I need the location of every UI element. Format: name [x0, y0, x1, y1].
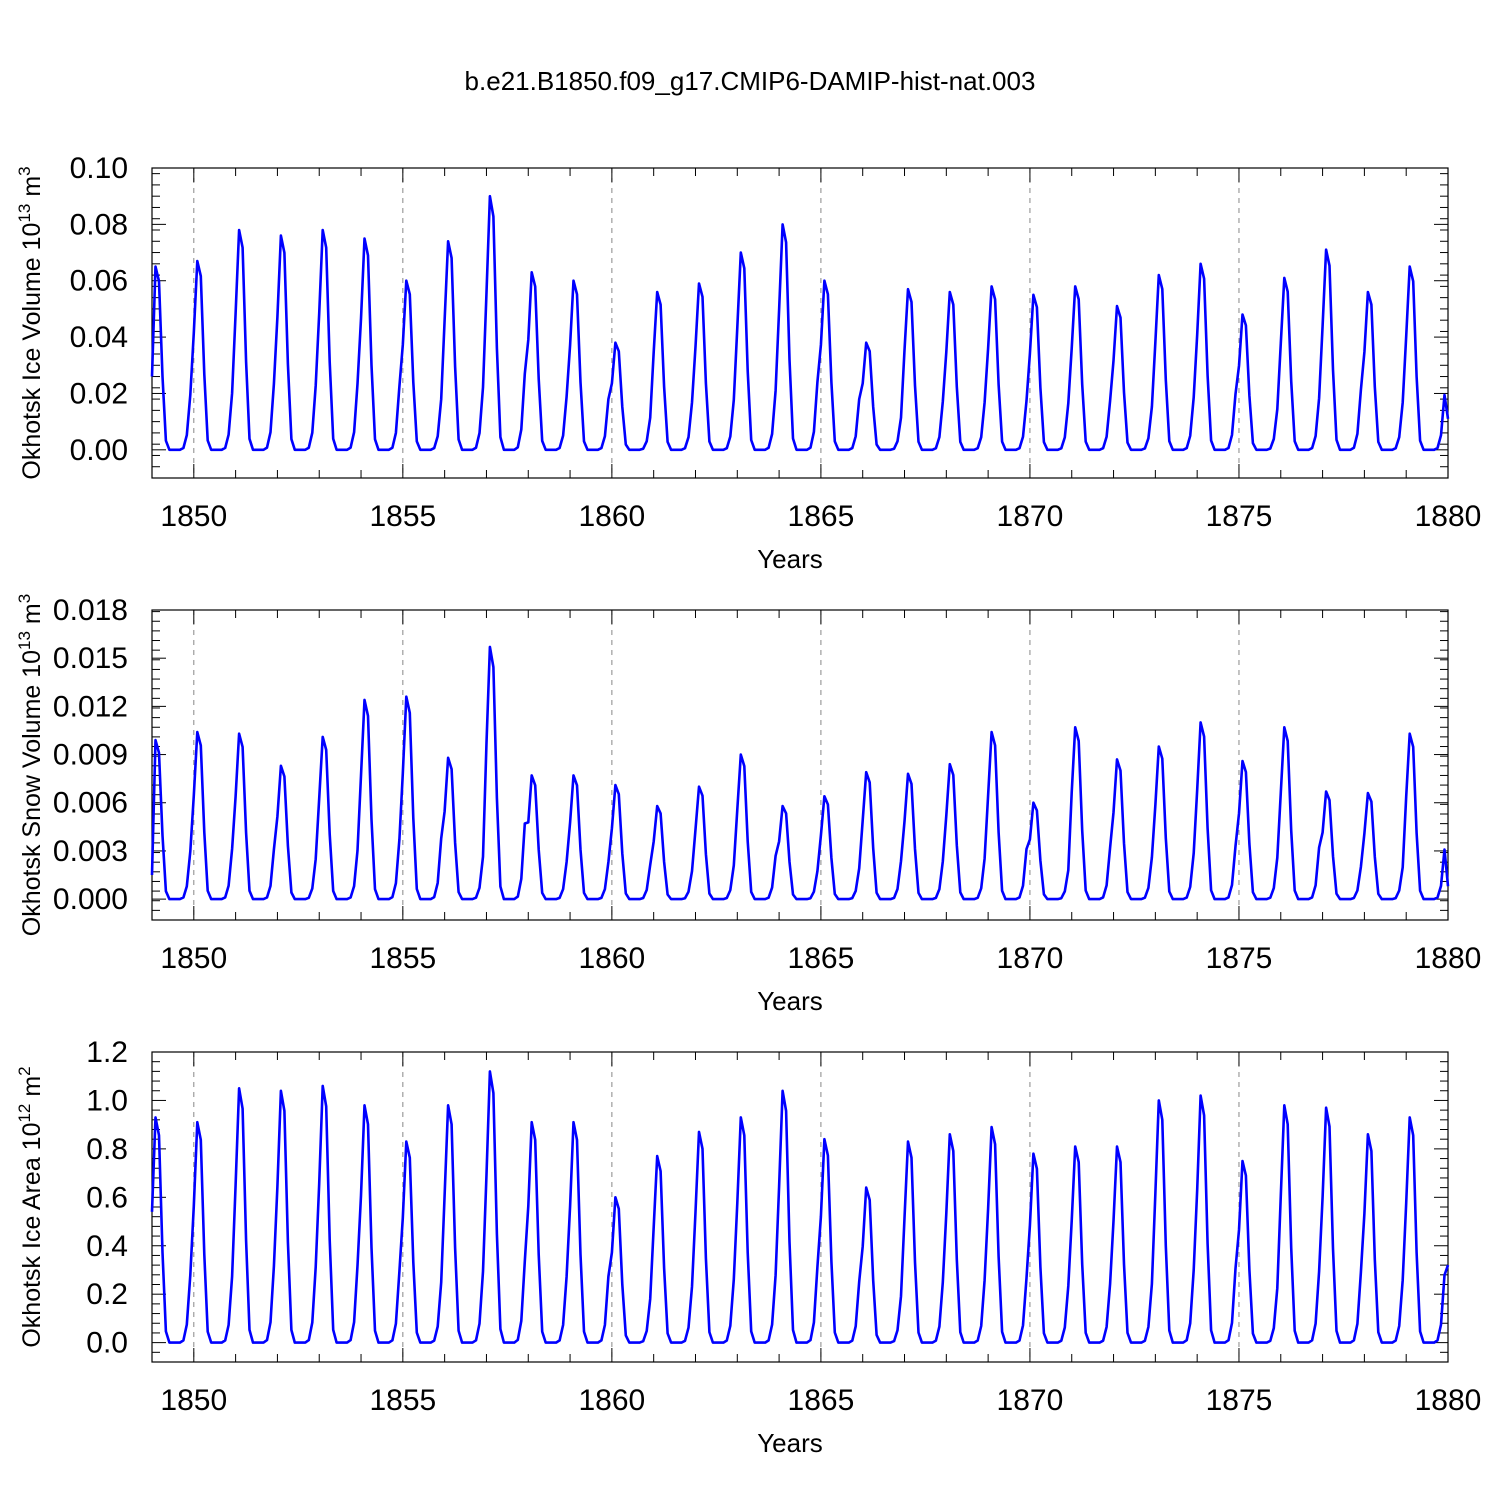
- panel-snow-volume: Okhotsk Snow Volume 1013 m3 Years 1850 18…: [15, 594, 1481, 1016]
- y-tick-label: 0.06: [70, 265, 128, 298]
- plot-frame: [151, 609, 1449, 921]
- ylabel-exponent: 12: [15, 1104, 34, 1123]
- plot-frame: [151, 1051, 1449, 1363]
- xlabel: Years: [757, 1428, 823, 1458]
- x-tick-label: 1865: [788, 500, 855, 533]
- y-tick-label: 0.003: [53, 835, 128, 868]
- ylabel-unit-exponent: 2: [15, 1066, 34, 1075]
- ylabel-unit: m: [18, 1076, 46, 1104]
- x-tick-label: 1880: [1415, 500, 1482, 533]
- x-tick-label: 1855: [369, 942, 436, 975]
- x-tick-label: 1880: [1415, 942, 1482, 975]
- x-tick-label: 1865: [788, 1384, 855, 1417]
- y-tick-label: 0.009: [53, 739, 128, 772]
- y-tick-label: 0.8: [86, 1133, 128, 1166]
- xlabel: Years: [757, 986, 823, 1016]
- y-tick-label: 0.015: [53, 642, 128, 675]
- ylabel-unit-exponent: 3: [15, 166, 34, 175]
- ylabel-unit: m: [18, 603, 46, 631]
- x-tick-label: 1850: [160, 1384, 227, 1417]
- y-tick-label: 0.0: [86, 1327, 128, 1360]
- y-tick-label: 0.000: [53, 883, 128, 916]
- y-tick-label: 0.02: [70, 377, 128, 410]
- ylabel-exponent: 13: [15, 204, 34, 223]
- ylabel: Okhotsk Ice Area 1012 m2: [15, 1066, 46, 1347]
- y-tick-label: 0.012: [53, 690, 128, 723]
- x-tick-label: 1875: [1206, 1384, 1273, 1417]
- x-tick-label: 1875: [1206, 500, 1273, 533]
- y-tick-label: 0.6: [86, 1181, 128, 1214]
- x-tick-label: 1860: [578, 500, 645, 533]
- x-tick-label: 1870: [997, 500, 1064, 533]
- series-line: [150, 645, 1450, 901]
- x-tick-label: 1855: [369, 500, 436, 533]
- y-tick-label: 0.4: [86, 1230, 128, 1263]
- y-tick-label: 0.10: [70, 152, 128, 185]
- series-line: [150, 1070, 1450, 1344]
- x-tick-label: 1860: [578, 1384, 645, 1417]
- panel-ice-volume: Okhotsk Ice Volume 1013 m3 Years 1850 185…: [15, 152, 1481, 574]
- ylabel-text: Okhotsk Snow Volume 10: [18, 650, 46, 936]
- x-tick-label: 1880: [1415, 1384, 1482, 1417]
- ylabel-text: Okhotsk Ice Volume 10: [18, 223, 46, 480]
- ylabel: Okhotsk Snow Volume 1013 m3: [15, 594, 46, 936]
- x-tick-label: 1875: [1206, 942, 1273, 975]
- x-tick-label: 1850: [160, 500, 227, 533]
- series-line: [150, 194, 1450, 452]
- ylabel: Okhotsk Ice Volume 1013 m3: [15, 166, 46, 479]
- y-tick-label: 0.006: [53, 787, 128, 820]
- y-tick-label: 0.04: [70, 321, 128, 354]
- ylabel-text: Okhotsk Ice Area 10: [18, 1123, 46, 1348]
- y-tick-label: 0.2: [86, 1278, 128, 1311]
- ylabel-unit-exponent: 3: [15, 594, 34, 603]
- x-tick-label: 1855: [369, 1384, 436, 1417]
- ylabel-exponent: 13: [15, 631, 34, 650]
- figure-title: b.e21.B1850.f09_g17.CMIP6-DAMIP-hist-nat…: [465, 66, 1036, 96]
- x-tick-label: 1865: [788, 942, 855, 975]
- y-tick-label: 0.00: [70, 434, 128, 467]
- y-tick-label: 1.2: [86, 1036, 128, 1069]
- ylabel-unit: m: [18, 176, 46, 204]
- x-tick-label: 1850: [160, 942, 227, 975]
- x-tick-label: 1870: [997, 1384, 1064, 1417]
- plot-frame: [151, 167, 1449, 479]
- panel-ice-area: Okhotsk Ice Area 1012 m2 Years 1850 1855 1…: [15, 1036, 1481, 1458]
- x-tick-label: 1860: [578, 942, 645, 975]
- x-tick-label: 1870: [997, 942, 1064, 975]
- y-tick-label: 1.0: [86, 1084, 128, 1117]
- xlabel: Years: [757, 544, 823, 574]
- y-tick-label: 0.08: [70, 208, 128, 241]
- y-tick-label: 0.018: [53, 594, 128, 627]
